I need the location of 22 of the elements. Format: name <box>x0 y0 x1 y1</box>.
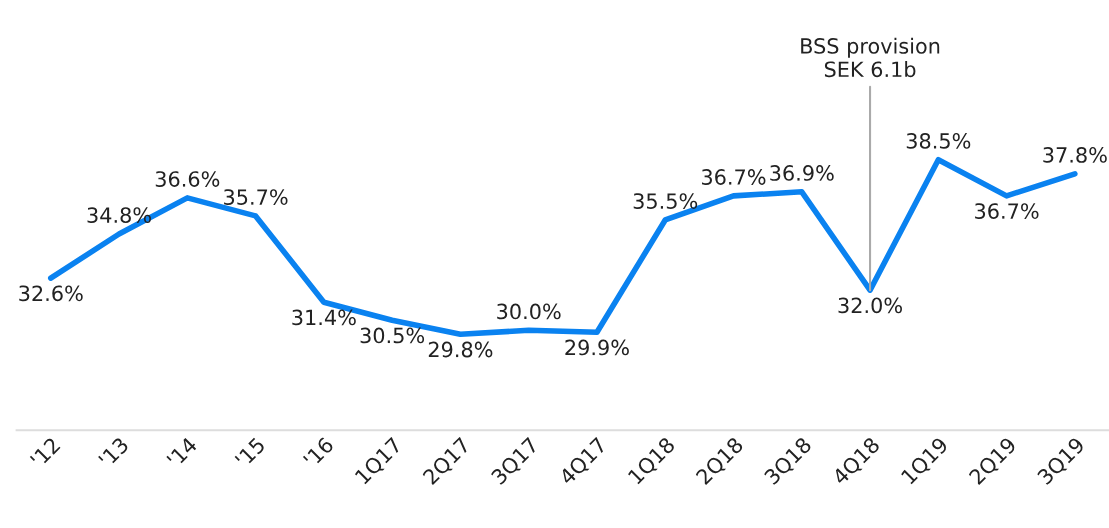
data-label: 34.8% <box>87 207 151 224</box>
data-label: 30.0% <box>497 303 561 320</box>
data-label: 29.9% <box>565 339 629 356</box>
x-tick-label: '12 <box>29 436 61 468</box>
data-label: 30.5% <box>360 327 425 344</box>
x-tick-label: '14 <box>166 436 198 468</box>
data-label: 35.5% <box>633 193 698 209</box>
data-label: 35.7% <box>224 189 288 205</box>
data-label: 36.6% <box>155 171 220 187</box>
data-label: 32.6% <box>19 285 83 302</box>
x-tick-label: '13 <box>97 436 130 468</box>
x-tick-label: '16 <box>302 436 335 468</box>
data-label: 29.8% <box>428 341 493 358</box>
x-tick-label: '15 <box>234 436 266 468</box>
data-label: 32.0% <box>838 297 902 314</box>
data-label: 31.4% <box>292 309 356 326</box>
data-label: 36.9% <box>770 165 834 181</box>
data-label: 36.7% <box>702 169 766 185</box>
data-label: 38.5% <box>906 133 971 149</box>
annotation: BSS provision SEK 6.1b <box>801 37 940 78</box>
data-label: 36.7% <box>975 203 1039 219</box>
data-label: 37.8% <box>1043 147 1107 163</box>
